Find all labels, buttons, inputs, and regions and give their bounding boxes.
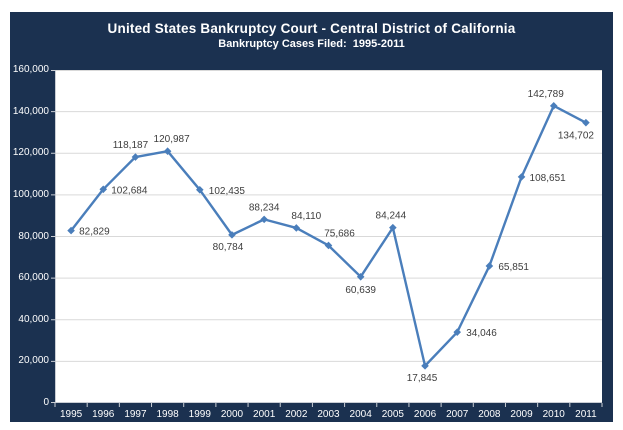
x-axis-label: 1999 — [188, 409, 211, 420]
data-point-marker — [549, 102, 558, 110]
x-axis-label: 2001 — [253, 409, 276, 420]
data-label: 80,784 — [213, 242, 244, 253]
data-point-marker — [421, 362, 429, 370]
y-axis-label: 80,000 — [18, 230, 49, 242]
y-axis-label: 160,000 — [12, 64, 49, 75]
line-chart-canvas: 82,829 102,684 118,187 120,987 102,435 80,784… — [51, 70, 603, 407]
x-axis-label: 2011 — [575, 409, 597, 420]
data-point-marker — [389, 223, 397, 232]
y-axis-label: 100,000 — [12, 188, 49, 200]
y-axis-label: 20,000 — [18, 355, 49, 367]
data-point-marker — [292, 224, 301, 232]
y-axis-label: 140,000 — [12, 105, 49, 117]
data-point-marker — [260, 215, 268, 224]
data-point-marker — [453, 328, 462, 336]
data-label: 102,684 — [111, 185, 148, 196]
data-label: 82,829 — [79, 227, 110, 238]
x-axis-label: 1997 — [124, 409, 147, 420]
data-label: 75,686 — [324, 228, 355, 239]
data-label: 60,639 — [345, 285, 376, 296]
x-axis-label: 2008 — [478, 409, 501, 420]
x-axis-label: 1998 — [156, 409, 179, 420]
data-label: 142,789 — [528, 89, 565, 100]
data-label: 84,110 — [291, 211, 321, 222]
y-axis-label: 60,000 — [18, 272, 49, 284]
x-axis-label: 2006 — [413, 409, 437, 420]
x-axis-label: 2000 — [220, 409, 244, 420]
x-axis-label: 2005 — [381, 409, 404, 420]
plot-area: 82,829 102,684 118,187 120,987 102,435 80,784… — [13, 64, 603, 420]
data-point-marker — [67, 226, 75, 235]
data-label: 120,987 — [154, 134, 191, 145]
data-label: 34,046 — [466, 328, 497, 339]
data-point-marker — [356, 272, 365, 281]
y-axis-label: 0 — [43, 397, 49, 408]
data-point-marker — [228, 231, 236, 239]
x-axis-label: 2010 — [542, 409, 565, 420]
data-point-marker — [485, 262, 494, 270]
data-point-marker — [582, 118, 590, 127]
data-label: 88,234 — [249, 202, 280, 213]
x-axis-label: 2004 — [349, 409, 372, 420]
data-point-marker — [517, 173, 526, 181]
data-label: 65,851 — [498, 262, 529, 273]
data-label: 118,187 — [113, 140, 149, 151]
y-axis-label: 120,000 — [12, 147, 49, 159]
data-label: 134,702 — [558, 131, 595, 142]
x-axis-label: 2009 — [510, 409, 533, 420]
chart-panel: United States Bankruptcy Court - Central… — [10, 12, 613, 422]
y-axis-label: 40,000 — [18, 313, 49, 325]
data-point-marker — [195, 186, 204, 194]
data-point-marker — [163, 147, 172, 155]
data-label: 84,244 — [376, 211, 407, 222]
x-axis-label: 2003 — [317, 409, 340, 420]
data-label: 102,435 — [209, 186, 246, 197]
data-point-marker — [324, 241, 333, 250]
x-axis-label: 1995 — [59, 409, 83, 420]
chart-subtitle: Bankruptcy Cases Filed: 1995-2011 — [218, 38, 405, 50]
x-axis-label: 2007 — [446, 409, 469, 420]
chart-title: United States Bankruptcy Court - Central… — [107, 21, 516, 36]
x-axis-label: 2002 — [285, 409, 308, 420]
data-label: 108,651 — [530, 173, 567, 184]
x-axis-label: 1996 — [92, 409, 115, 420]
data-label: 17,845 — [407, 373, 438, 384]
